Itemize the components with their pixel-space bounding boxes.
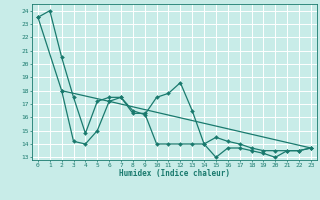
X-axis label: Humidex (Indice chaleur): Humidex (Indice chaleur) [119, 169, 230, 178]
